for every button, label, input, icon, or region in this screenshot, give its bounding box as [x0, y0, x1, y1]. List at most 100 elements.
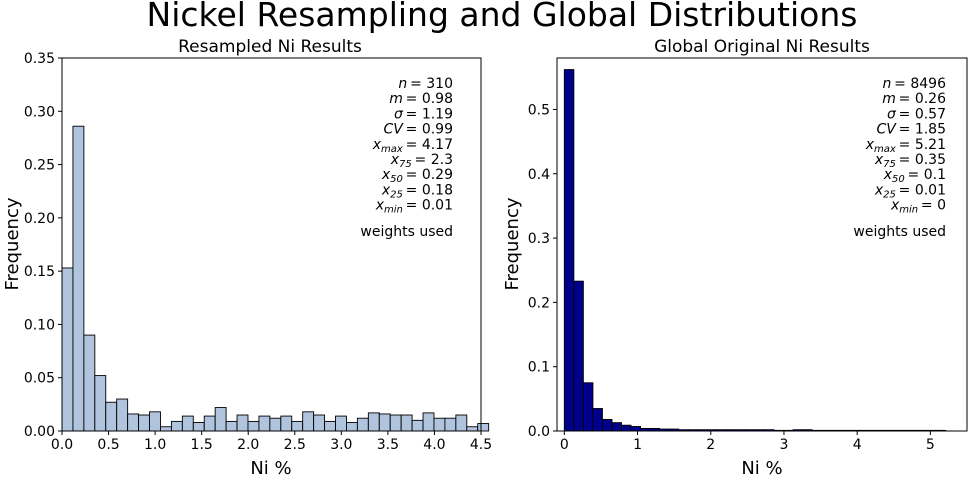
y-tick-label: 0.3	[528, 231, 550, 247]
chart-left-note: weights used	[360, 224, 453, 240]
histogram-bar	[582, 382, 594, 432]
x-tick-label: 1	[633, 437, 642, 453]
stat-line: CV = 1.85	[876, 122, 946, 138]
x-tick-label: 1.0	[144, 437, 166, 453]
histogram-bar	[433, 417, 446, 432]
histogram-bar	[630, 426, 642, 432]
x-tick-label: 3	[780, 437, 789, 453]
stat-line: xmin = 0	[890, 198, 946, 216]
histogram-bar	[573, 280, 584, 432]
histogram-bar	[269, 417, 282, 432]
y-tick-label: 0.10	[24, 317, 55, 333]
x-tick-label: 5	[926, 437, 935, 453]
x-tick-label: 1.5	[191, 437, 213, 453]
stat-line: x75 = 2.3	[390, 152, 453, 170]
stat-line: σ = 1.19	[394, 106, 453, 122]
histogram-bar	[611, 422, 622, 432]
histogram-bar	[83, 334, 96, 432]
histogram-bar	[160, 426, 172, 432]
chart-right-title: Global Original Ni Results	[654, 37, 870, 57]
histogram-bar	[422, 412, 435, 432]
x-tick-label: 4	[853, 437, 862, 453]
histogram-bar	[389, 414, 402, 432]
y-tick-label: 0.4	[528, 167, 550, 183]
histogram-bar	[258, 415, 271, 432]
histogram-bar	[356, 417, 369, 432]
histogram-bar	[192, 422, 205, 432]
x-tick-label: 2.5	[284, 437, 306, 453]
histogram-bar	[455, 414, 468, 432]
chart-right-xticks: 0 1 2 3 4 5	[560, 431, 935, 453]
chart-left-title: Resampled Ni Results	[178, 37, 362, 57]
stat-line: n = 310	[398, 76, 453, 92]
stat-line: m = 0.98	[389, 91, 453, 107]
x-tick-label: 0	[560, 437, 569, 453]
chart-left-xticks: 0.0 0.5 1.0 1.5 2.0 2.5 3.0 3.5 4.0 4.5	[51, 431, 492, 453]
y-tick-label: 0.15	[24, 264, 55, 280]
stat-line: xmax = 5.21	[865, 137, 946, 155]
y-tick-label: 0.20	[24, 211, 55, 227]
histogram-bar	[324, 420, 336, 432]
stat-line: x50 = 0.29	[381, 167, 453, 185]
stat-line: σ = 0.57	[887, 106, 946, 122]
y-tick-label: 0.0	[528, 424, 550, 440]
histogram-bar	[563, 69, 575, 432]
histogram-bar	[602, 418, 613, 432]
histogram-bar	[335, 415, 347, 432]
histogram-bar	[592, 408, 603, 432]
y-tick-label: 0.25	[24, 158, 55, 174]
histogram-bar	[170, 420, 183, 432]
x-tick-label: 4.5	[470, 437, 492, 453]
chart-left-xlabel: Ni %	[250, 458, 291, 479]
x-tick-label: 4.0	[423, 437, 445, 453]
chart-right-note: weights used	[853, 224, 946, 240]
histogram-bar	[444, 417, 457, 432]
histogram-bar	[411, 419, 424, 432]
x-tick-label: 2.0	[237, 437, 259, 453]
histogram-bar	[61, 267, 74, 432]
chart-left-yticks: 0.00 0.05 0.10 0.15 0.20 0.25 0.30 0.35	[24, 51, 62, 440]
x-tick-label: 2	[706, 437, 715, 453]
x-tick-label: 3.0	[330, 437, 352, 453]
x-tick-label: 0.5	[97, 437, 119, 453]
stat-line: x25 = 0.01	[874, 182, 946, 200]
figure-title: Nickel Resampling and Global Distributio…	[147, 0, 858, 34]
histogram-bar	[138, 414, 150, 432]
stat-line: xmax = 4.17	[372, 137, 453, 155]
histogram-bar	[313, 414, 326, 432]
histogram-bar	[291, 420, 304, 432]
stat-line: n = 8496	[883, 76, 947, 92]
chart-right-frame	[556, 57, 968, 432]
y-tick-label: 0.30	[24, 104, 55, 120]
histogram-bar	[127, 413, 140, 432]
y-tick-label: 0.5	[528, 102, 550, 118]
histogram-bar	[280, 415, 293, 432]
chart-left-ylabel: Frequency	[2, 197, 23, 290]
chart-right-xlabel: Ni %	[741, 458, 782, 479]
histogram-bar	[466, 426, 479, 432]
chart-right-yticks: 0.0 0.1 0.2 0.3 0.4 0.5	[528, 102, 557, 440]
stat-line: CV = 0.99	[383, 122, 453, 138]
x-tick-label: 0.0	[51, 437, 73, 453]
histogram-bar	[94, 375, 107, 432]
histogram-bar	[72, 125, 85, 432]
histogram-bar	[400, 414, 413, 432]
histogram-bar	[621, 424, 632, 432]
histogram-bar	[225, 420, 238, 432]
y-tick-label: 0.00	[24, 424, 55, 440]
stat-line: xmin = 0.01	[375, 198, 453, 216]
chart-left: Resampled Ni Results 0.0 0.5 1.0 1.5 2.0 2.5 3…	[2, 37, 492, 479]
histogram-bar	[367, 412, 380, 432]
y-tick-label: 0.35	[24, 51, 55, 67]
histogram-bar	[302, 411, 315, 432]
histogram-bar	[477, 423, 490, 432]
chart-left-bars	[61, 125, 490, 432]
histogram-bar	[346, 422, 358, 432]
chart-left-frame	[61, 57, 482, 432]
histogram-bar	[236, 414, 249, 432]
y-tick-label: 0.05	[24, 371, 55, 387]
histogram-bar	[181, 415, 194, 432]
y-tick-label: 0.2	[528, 295, 550, 311]
stat-line: x25 = 0.18	[381, 182, 453, 200]
